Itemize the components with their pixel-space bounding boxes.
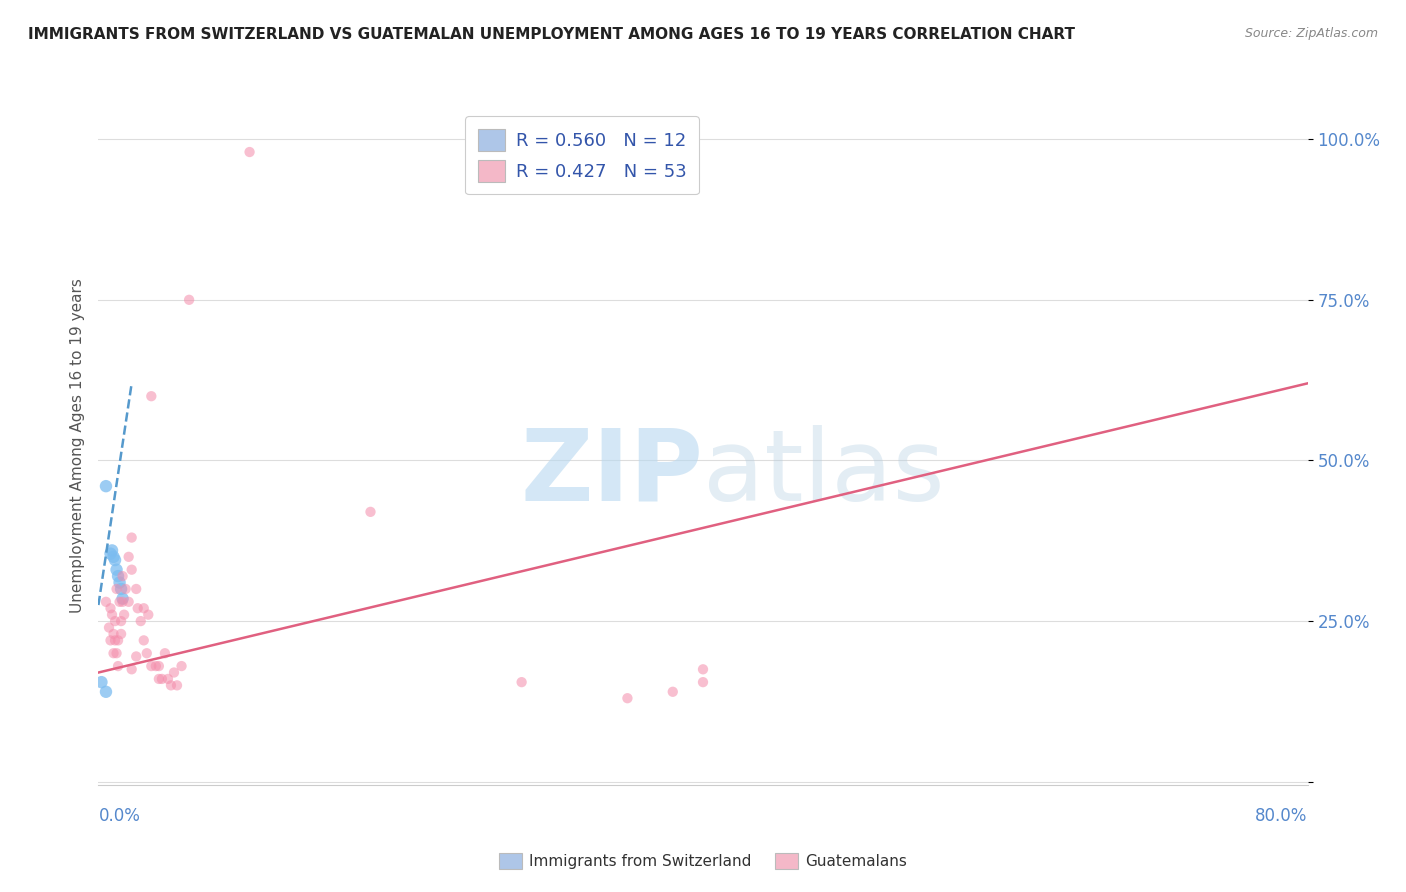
Point [132,601,155,615]
Point [108,595,131,609]
Point [150,672,173,686]
Point [160,678,183,692]
Point [111,569,134,583]
Point [148,672,170,686]
Text: ZIP: ZIP [520,425,703,522]
Point [141,659,163,673]
Point [105,582,128,596]
Point [105,646,128,660]
Point [105,563,128,577]
Point [145,659,167,673]
Legend: R = 0.560   N = 12, R = 0.427   N = 53: R = 0.560 N = 12, R = 0.427 N = 53 [465,116,699,194]
Point [692,675,714,690]
Point [101,607,124,622]
Legend: Immigrants from Switzerland, Guatemalans: Immigrants from Switzerland, Guatemalans [492,847,914,875]
Point [153,646,176,660]
Point [170,659,193,673]
Point [100,547,122,561]
Point [127,601,149,615]
Point [107,569,129,583]
Point [616,691,638,706]
Point [104,614,127,628]
Text: 0.0%: 0.0% [98,807,141,825]
Point [111,595,134,609]
Point [132,633,155,648]
Point [112,607,135,622]
Point [100,601,122,615]
Point [136,607,159,622]
Point [121,531,143,545]
Point [125,649,148,664]
Point [156,672,179,686]
Point [510,675,533,690]
Point [94,685,117,699]
Point [661,685,683,699]
Point [121,563,143,577]
Point [166,678,188,692]
Point [94,595,117,609]
Point [104,633,127,648]
Point [118,595,141,609]
Point [129,614,152,628]
Point [125,582,148,596]
Point [103,549,125,564]
Point [110,614,132,628]
Point [118,549,141,564]
Point [94,479,117,493]
Point [239,145,262,159]
Point [179,293,201,307]
Text: Source: ZipAtlas.com: Source: ZipAtlas.com [1244,27,1378,40]
Point [90,675,112,690]
Point [360,505,382,519]
Point [108,575,131,590]
Y-axis label: Unemployment Among Ages 16 to 19 years: Unemployment Among Ages 16 to 19 years [69,278,84,614]
Point [104,553,127,567]
Point [100,633,122,648]
Point [692,662,714,676]
Point [114,582,136,596]
Point [135,646,157,660]
Point [141,389,163,403]
Text: IMMIGRANTS FROM SWITZERLAND VS GUATEMALAN UNEMPLOYMENT AMONG AGES 16 TO 19 YEARS: IMMIGRANTS FROM SWITZERLAND VS GUATEMALA… [28,27,1076,42]
Point [110,627,132,641]
Text: atlas: atlas [703,425,945,522]
Point [121,662,143,676]
Point [110,582,132,596]
Point [101,543,124,558]
Point [148,659,170,673]
Point [98,621,121,635]
Point [111,591,134,606]
Point [107,659,129,673]
Text: 80.0%: 80.0% [1256,807,1308,825]
Point [107,633,129,648]
Point [103,646,125,660]
Point [103,627,125,641]
Point [163,665,186,680]
